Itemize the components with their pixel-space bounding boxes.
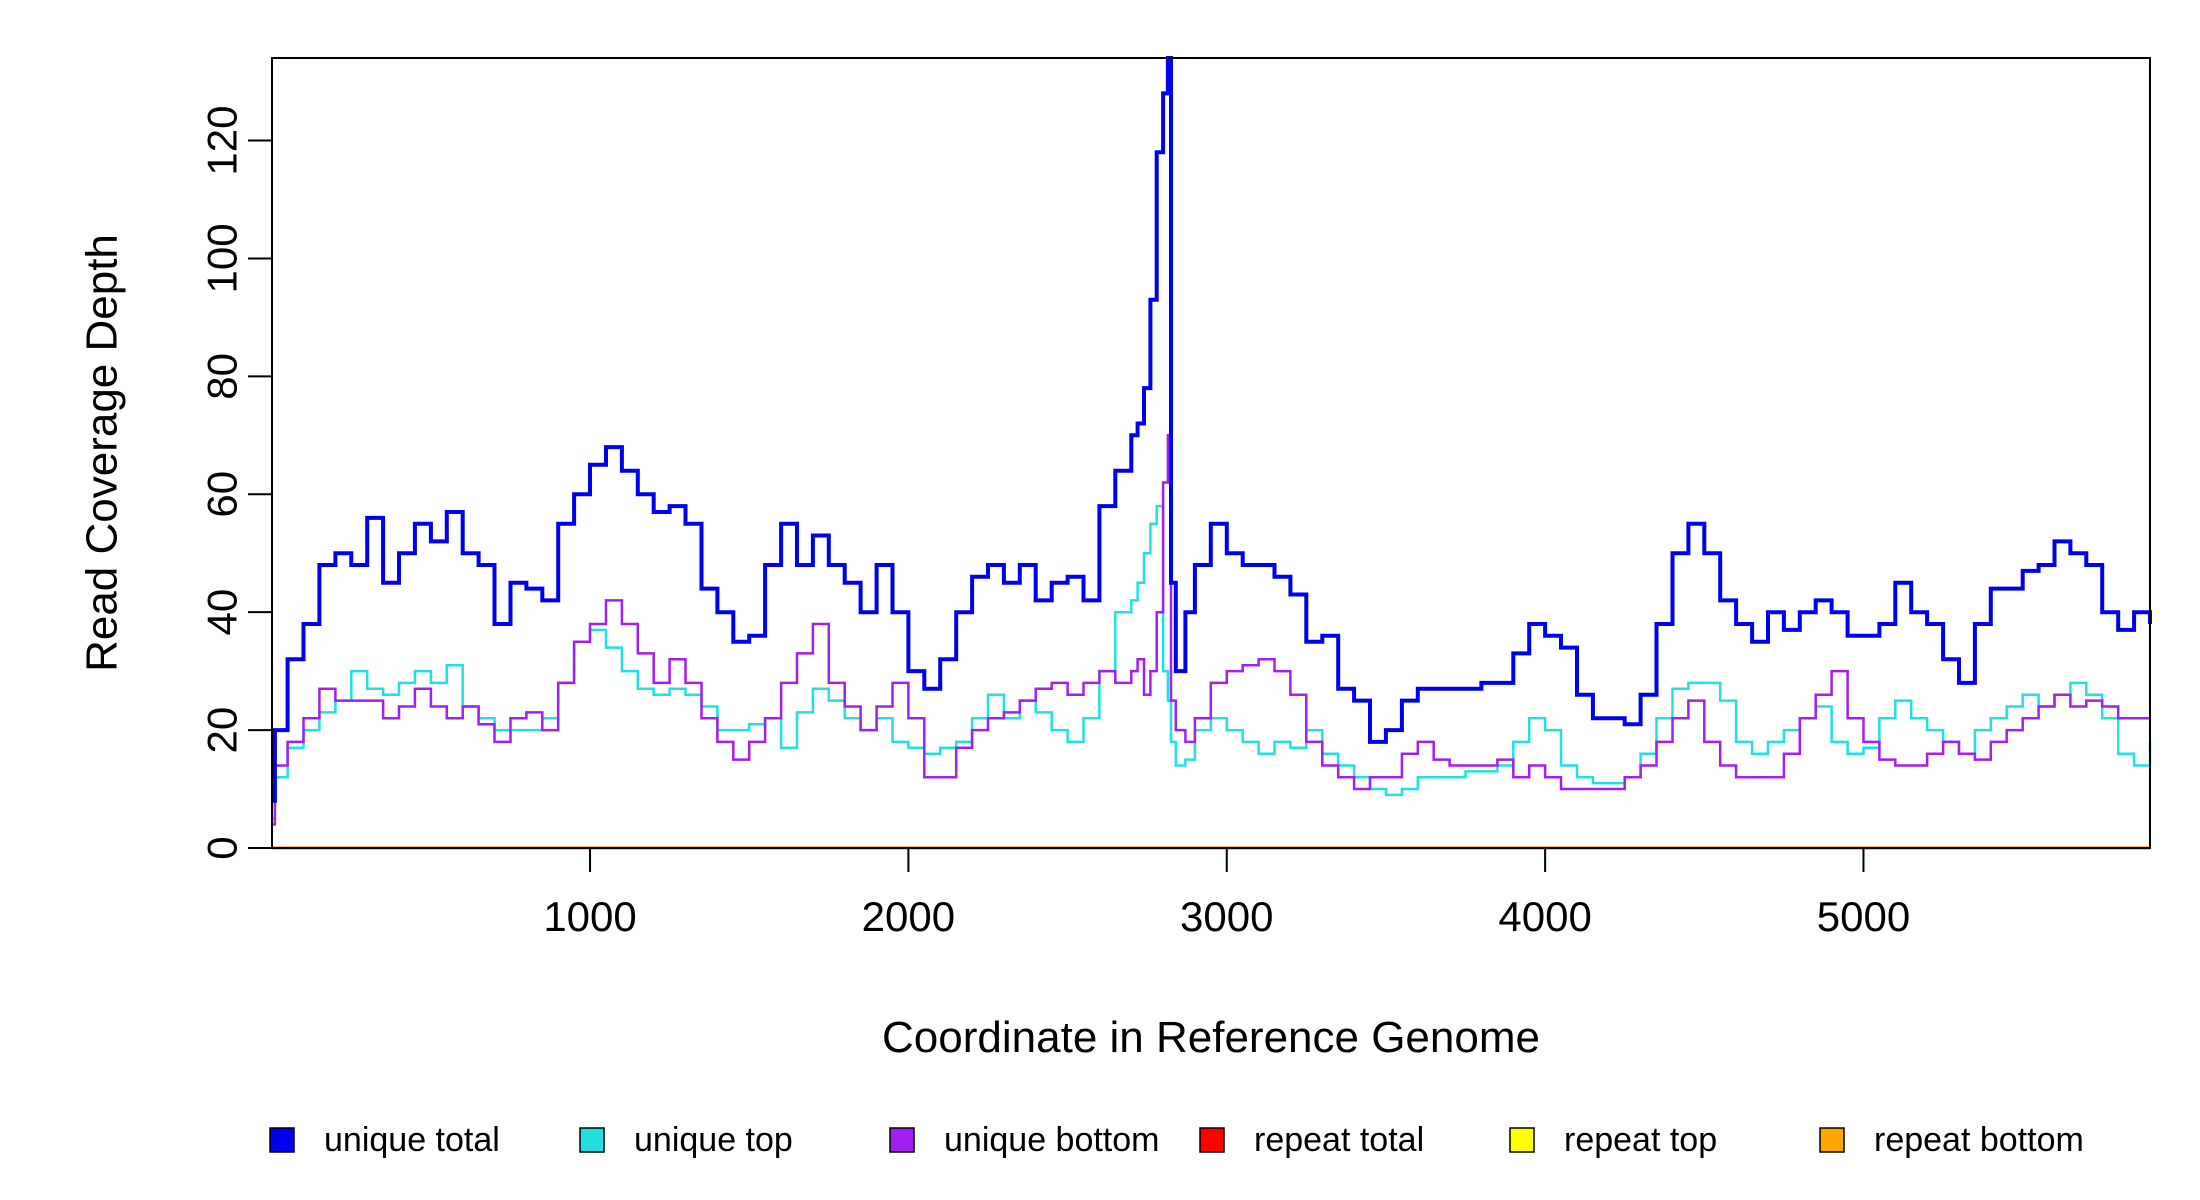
x-tick-label: 2000 — [862, 893, 955, 940]
series-line-unique-bottom — [272, 434, 2150, 826]
legend-swatch — [1819, 1127, 1845, 1153]
legend-swatch — [1509, 1127, 1535, 1153]
legend-label: unique total — [324, 1121, 500, 1159]
y-tick-label: 60 — [199, 471, 246, 518]
legend: unique total unique top unique bottom repea… — [269, 1121, 2084, 1159]
y-tick-label: 120 — [199, 105, 246, 175]
legend-swatch — [1199, 1127, 1225, 1153]
y-tick-label: 40 — [199, 589, 246, 636]
legend-label: repeat bottom — [1874, 1121, 2084, 1159]
series-line-unique-top — [272, 504, 2152, 820]
y-tick-label: 0 — [199, 836, 246, 859]
x-tick-label: 5000 — [1817, 893, 1910, 940]
x-axis: 1000 2000 3000 4000 5000 — [543, 847, 1910, 940]
series-line-unique-total — [272, 56, 2152, 803]
legend-label: unique top — [634, 1121, 793, 1159]
legend-label: unique bottom — [944, 1121, 1160, 1159]
legend-label: repeat top — [1564, 1121, 1717, 1159]
x-axis-title: Coordinate in Reference Genome — [882, 1013, 1540, 1062]
y-tick-label: 20 — [199, 707, 246, 754]
legend-swatch — [579, 1127, 605, 1153]
y-tick-label: 100 — [199, 223, 246, 293]
y-tick-label: 80 — [199, 353, 246, 400]
y-axis: 0 20 40 60 80 100 120 — [199, 105, 273, 860]
x-tick-label: 4000 — [1498, 893, 1591, 940]
legend-swatch — [889, 1127, 915, 1153]
x-tick-label: 3000 — [1180, 893, 1273, 940]
y-axis-title: Read Coverage Depth — [78, 234, 127, 672]
x-tick-label: 1000 — [543, 893, 636, 940]
legend-label: repeat total — [1254, 1121, 1424, 1159]
legend-swatch — [269, 1127, 295, 1153]
